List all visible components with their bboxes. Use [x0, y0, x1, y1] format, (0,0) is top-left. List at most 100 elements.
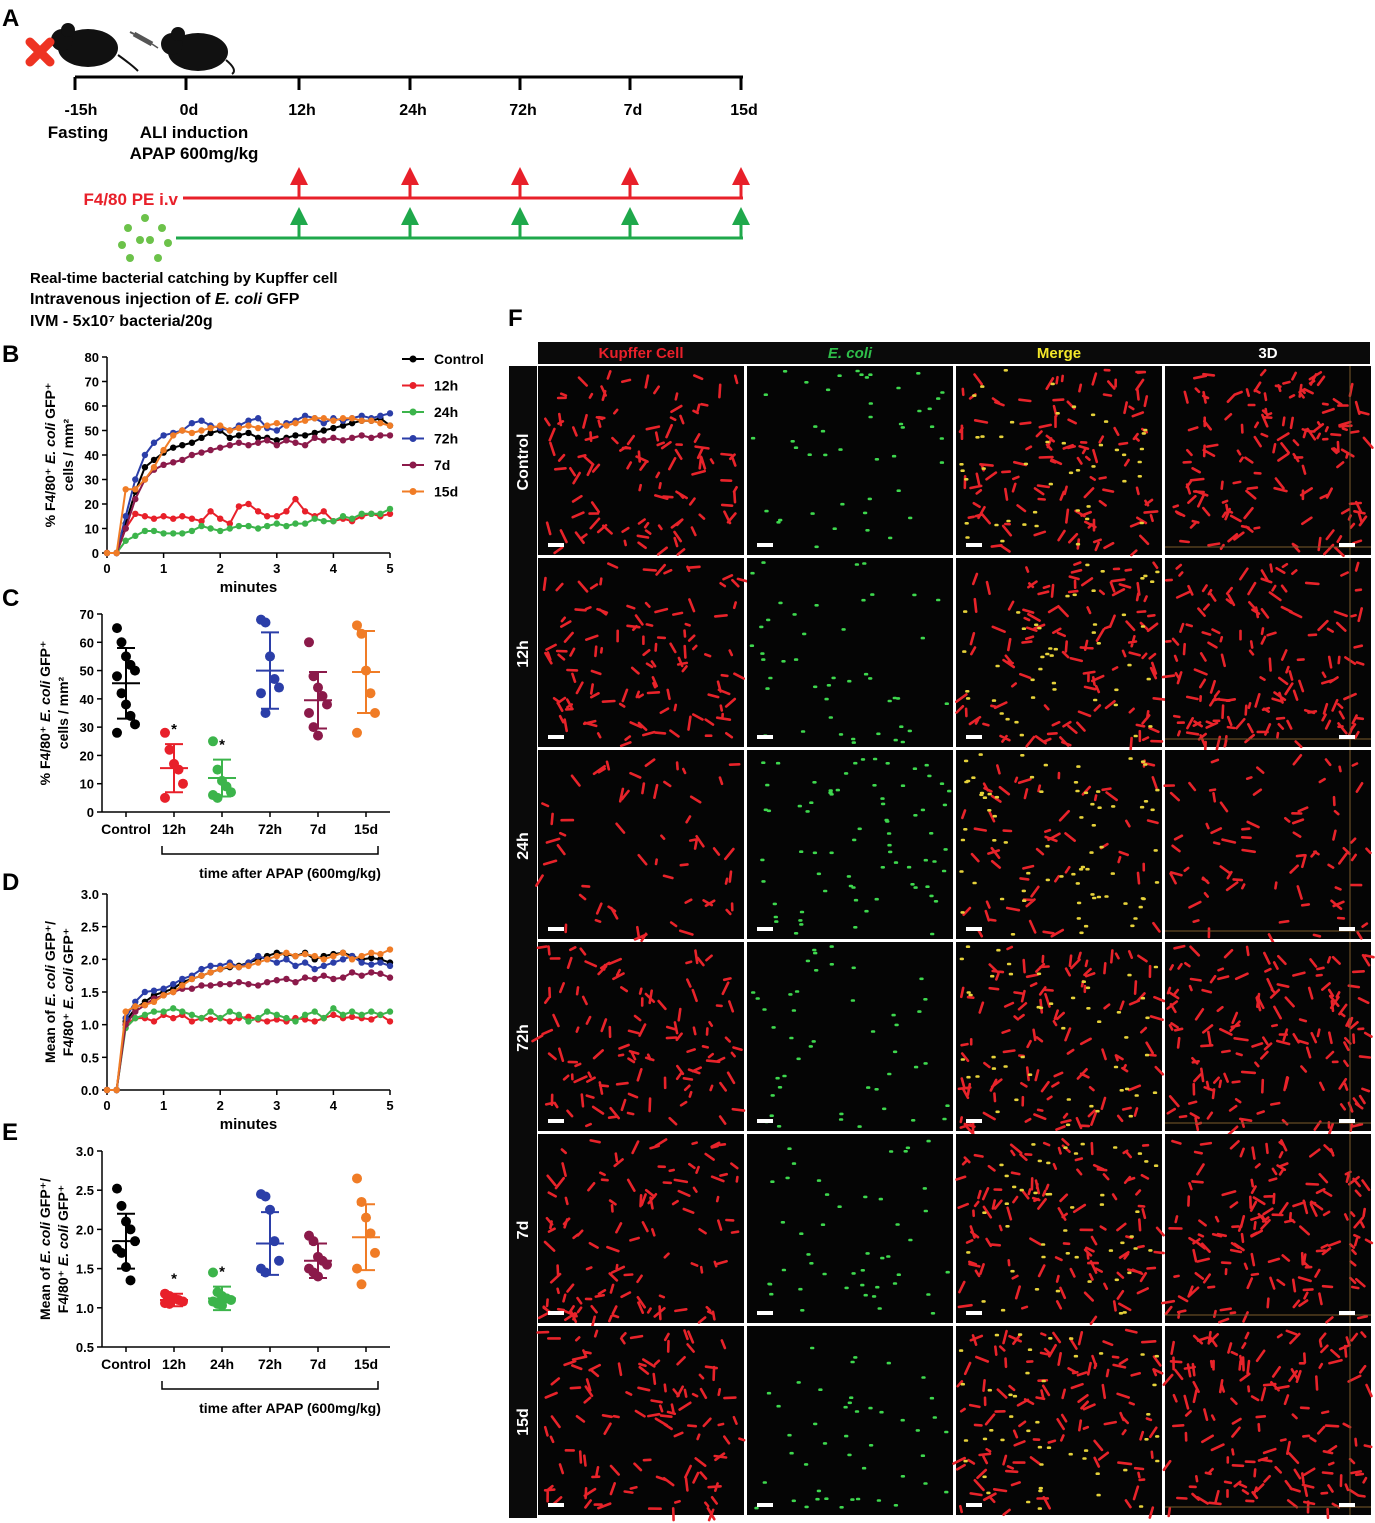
data-point-Control [245, 429, 252, 437]
data-point-24h [188, 1011, 196, 1019]
x-tick-label: 5 [386, 561, 393, 576]
data-point-15d [198, 427, 205, 434]
scale-bar [966, 735, 982, 739]
timeline-panel: -15h Fasting 0d ALI induction APAP 600mg/kg 1… [25, 23, 758, 330]
data-point-24h [339, 1011, 347, 1019]
data-point-72h [273, 427, 280, 434]
data-point-72h [198, 417, 205, 424]
x-tick-label: 1 [160, 561, 167, 576]
data-point-24h [386, 1008, 394, 1015]
scale-bar [966, 543, 982, 547]
data-point-7d [386, 432, 394, 439]
data-point-7d [292, 979, 299, 986]
data-point-15d [103, 549, 111, 557]
data-point-7d [132, 495, 139, 503]
data-point-15d [217, 965, 224, 973]
data-point-Control [170, 444, 177, 451]
y-tick-label: 2.0 [76, 1222, 94, 1237]
y-tick-label: 80 [85, 350, 99, 365]
data-point-7d [226, 442, 234, 449]
data-point-15d [113, 1086, 120, 1094]
data-point-24h [386, 505, 394, 513]
data-point-12h [141, 513, 149, 520]
column-header: 3D [1258, 345, 1277, 362]
data-point-12h [273, 1016, 280, 1023]
scale-bar [1339, 1311, 1355, 1315]
data-point-7d [301, 974, 309, 981]
data-point-24h [212, 764, 223, 775]
data-point-72h [330, 959, 337, 966]
data-point-15d [235, 963, 243, 971]
scale-bar [1339, 1119, 1355, 1123]
y-tick-label: 2.5 [81, 920, 99, 935]
data-point-15d [348, 956, 356, 963]
ecoli-texture [958, 1333, 1160, 1510]
data-point-Control [320, 427, 327, 434]
scale-bar [966, 1503, 982, 1507]
significance-marker: * [219, 1264, 225, 1281]
scale-bar [757, 1503, 773, 1507]
data-point-72h [150, 439, 158, 446]
y-tick-label: 20 [85, 497, 99, 512]
data-point-Control [116, 688, 127, 699]
data-point-72h [368, 961, 375, 968]
data-point-24h [320, 517, 327, 525]
y-tick-label: 3.0 [81, 887, 99, 902]
timeline-tick-label: 7d [624, 102, 643, 119]
data-point-15d [320, 415, 327, 422]
data-point-72h [141, 451, 149, 459]
data-point-Control [368, 954, 375, 962]
data-point-15d [370, 1247, 380, 1258]
data-point-15d [245, 962, 252, 970]
data-point-24h [283, 522, 290, 530]
ecoli-texture [750, 369, 945, 549]
y-axis-label-line: Mean of E. coli GFP⁺/ [42, 921, 58, 1063]
panel-label-f: F [508, 305, 523, 332]
y-tick-label: 20 [80, 748, 94, 763]
data-point-Control [116, 1200, 127, 1211]
data-point-Control [125, 1224, 136, 1235]
data-point-12h [188, 515, 196, 522]
kupffer-cell-texture [542, 562, 751, 748]
ecoli-texture [959, 753, 1160, 936]
ecoli-texture [959, 369, 1148, 546]
data-point-Control [150, 456, 158, 464]
panel-label-c: C [2, 585, 19, 612]
scale-bar [1339, 735, 1355, 739]
data-point-24h [254, 525, 262, 532]
data-point-24h [245, 1018, 252, 1025]
legend-label: 24h [434, 404, 458, 420]
category-label: 24h [210, 821, 234, 837]
y-tick-label: 40 [85, 448, 99, 463]
data-point-12h [160, 792, 170, 803]
timeline-tick-label: -15h [65, 102, 98, 119]
data-point-Control [112, 727, 122, 738]
data-point-72h [254, 415, 262, 422]
micrograph-tile [1165, 558, 1371, 747]
y-axis-label-line: F4/80⁺ E. coli GFP⁺ [55, 1185, 71, 1313]
data-point-72h [256, 688, 266, 699]
kupffer-cell-texture [544, 370, 739, 556]
data-point-15d [311, 952, 318, 960]
y-tick-label: 50 [85, 424, 99, 439]
micrograph-tile [747, 366, 953, 555]
data-point-15d [160, 992, 167, 999]
data-point-15d [358, 417, 365, 424]
scale-bar [966, 1119, 982, 1123]
data-point-12h [207, 508, 214, 515]
data-point-Control [311, 429, 318, 437]
category-label: 12h [162, 821, 186, 837]
data-point-72h [179, 975, 186, 983]
data-point-24h [301, 520, 309, 527]
ecoli-texture [749, 561, 949, 744]
f480-label: F4/80 PE i.v [84, 190, 179, 209]
data-point-7d [235, 439, 243, 446]
data-point-12h [273, 513, 280, 520]
timeline-tick-label: 15d [730, 102, 758, 119]
data-point-7d [330, 434, 337, 442]
data-point-7d [245, 980, 252, 988]
x-tick-label: 4 [330, 561, 338, 576]
x-tick-label: 0 [103, 561, 110, 576]
data-point-24h [160, 530, 167, 537]
data-point-Control [292, 432, 299, 439]
